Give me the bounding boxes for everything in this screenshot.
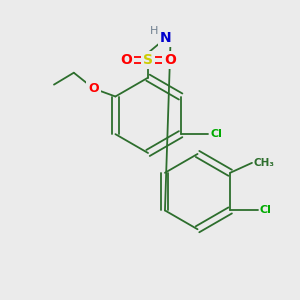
Text: O: O [120, 53, 132, 67]
Text: S: S [143, 53, 153, 67]
Text: Cl: Cl [210, 129, 222, 139]
Text: N: N [160, 31, 172, 45]
Text: O: O [88, 82, 99, 95]
Text: O: O [164, 53, 176, 67]
Text: Cl: Cl [260, 206, 272, 215]
Text: CH₃: CH₃ [254, 158, 275, 168]
Text: H: H [150, 26, 158, 36]
